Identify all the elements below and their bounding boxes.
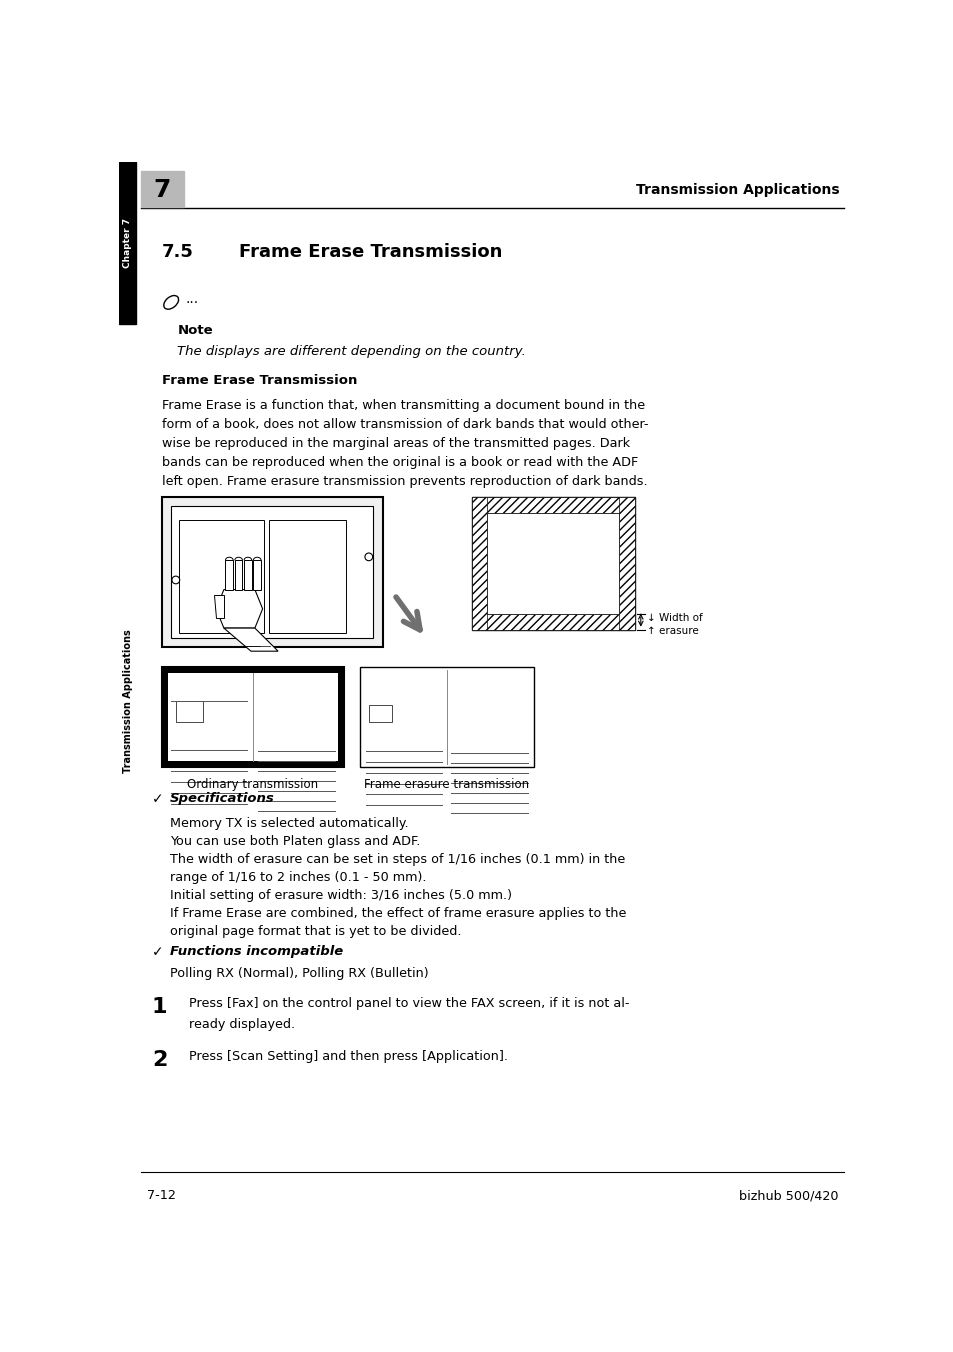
Text: Chapter 7: Chapter 7 xyxy=(123,218,132,268)
Bar xyxy=(225,560,233,589)
Bar xyxy=(244,560,252,589)
Bar xyxy=(175,700,203,722)
Text: Functions incompatible: Functions incompatible xyxy=(170,945,342,959)
Bar xyxy=(171,507,373,638)
Bar xyxy=(359,667,534,767)
Text: ↓ Width of: ↓ Width of xyxy=(646,612,702,623)
Text: You can use both Platen glass and ADF.: You can use both Platen glass and ADF. xyxy=(170,834,419,848)
Text: Note: Note xyxy=(177,324,213,337)
Polygon shape xyxy=(216,589,262,629)
Text: Ordinary transmission: Ordinary transmission xyxy=(187,779,318,791)
Text: The displays are different depending on the country.: The displays are different depending on … xyxy=(177,345,526,358)
Text: ✓: ✓ xyxy=(152,792,163,806)
Bar xyxy=(119,162,136,324)
Bar xyxy=(369,704,392,722)
Text: 7-12: 7-12 xyxy=(147,1190,176,1202)
Bar xyxy=(162,498,382,648)
Bar xyxy=(472,498,634,512)
Text: Transmission Applications: Transmission Applications xyxy=(123,630,132,773)
Text: range of 1/16 to 2 inches (0.1 - 50 mm).: range of 1/16 to 2 inches (0.1 - 50 mm). xyxy=(170,871,426,884)
Bar xyxy=(162,667,344,767)
Bar xyxy=(472,498,634,630)
Text: bizhub 500/420: bizhub 500/420 xyxy=(739,1190,838,1202)
Polygon shape xyxy=(224,629,278,652)
Text: wise be reproduced in the marginal areas of the transmitted pages. Dark: wise be reproduced in the marginal areas… xyxy=(162,437,629,450)
Text: Transmission Applications: Transmission Applications xyxy=(636,183,840,197)
Text: ✓: ✓ xyxy=(152,945,163,959)
Text: If Frame Erase are combined, the effect of frame erasure applies to the: If Frame Erase are combined, the effect … xyxy=(170,907,625,921)
Bar xyxy=(487,512,618,614)
Text: Frame erasure transmission: Frame erasure transmission xyxy=(364,779,529,791)
Text: 7: 7 xyxy=(153,178,171,201)
Bar xyxy=(472,614,634,630)
Text: 2: 2 xyxy=(152,1049,167,1069)
Text: bands can be reproduced when the original is a book or read with the ADF: bands can be reproduced when the origina… xyxy=(162,456,638,469)
Bar xyxy=(253,560,261,589)
Text: The width of erasure can be set in steps of 1/16 inches (0.1 mm) in the: The width of erasure can be set in steps… xyxy=(170,853,624,865)
Text: Frame Erase Transmission: Frame Erase Transmission xyxy=(162,375,356,387)
Text: 1: 1 xyxy=(152,998,167,1017)
Bar xyxy=(618,498,634,630)
Text: ...: ... xyxy=(185,292,198,306)
Text: 7.5: 7.5 xyxy=(162,243,193,261)
Text: ready displayed.: ready displayed. xyxy=(189,1018,294,1032)
Text: Frame Erase Transmission: Frame Erase Transmission xyxy=(239,243,502,261)
Text: original page format that is yet to be divided.: original page format that is yet to be d… xyxy=(170,925,460,938)
Bar xyxy=(234,560,242,589)
Text: Memory TX is selected automatically.: Memory TX is selected automatically. xyxy=(170,817,408,830)
Text: form of a book, does not allow transmission of dark bands that would other-: form of a book, does not allow transmiss… xyxy=(162,418,648,431)
Bar xyxy=(141,172,183,207)
Polygon shape xyxy=(213,595,224,618)
Bar xyxy=(472,498,487,630)
Bar xyxy=(179,521,264,634)
Text: Press [Scan Setting] and then press [Application].: Press [Scan Setting] and then press [App… xyxy=(189,1049,507,1063)
Text: Specifications: Specifications xyxy=(170,792,274,804)
Text: left open. Frame erasure transmission prevents reproduction of dark bands.: left open. Frame erasure transmission pr… xyxy=(162,475,647,488)
Text: Press [Fax] on the control panel to view the FAX screen, if it is not al-: Press [Fax] on the control panel to view… xyxy=(189,998,629,1010)
Text: Polling RX (Normal), Polling RX (Bulletin): Polling RX (Normal), Polling RX (Bulleti… xyxy=(170,967,428,979)
Bar xyxy=(269,521,346,634)
Text: Initial setting of erasure width: 3/16 inches (5.0 mm.): Initial setting of erasure width: 3/16 i… xyxy=(170,890,511,902)
Text: Frame Erase is a function that, when transmitting a document bound in the: Frame Erase is a function that, when tra… xyxy=(162,399,644,412)
Text: ↑ erasure: ↑ erasure xyxy=(646,626,698,637)
Bar xyxy=(168,673,337,761)
